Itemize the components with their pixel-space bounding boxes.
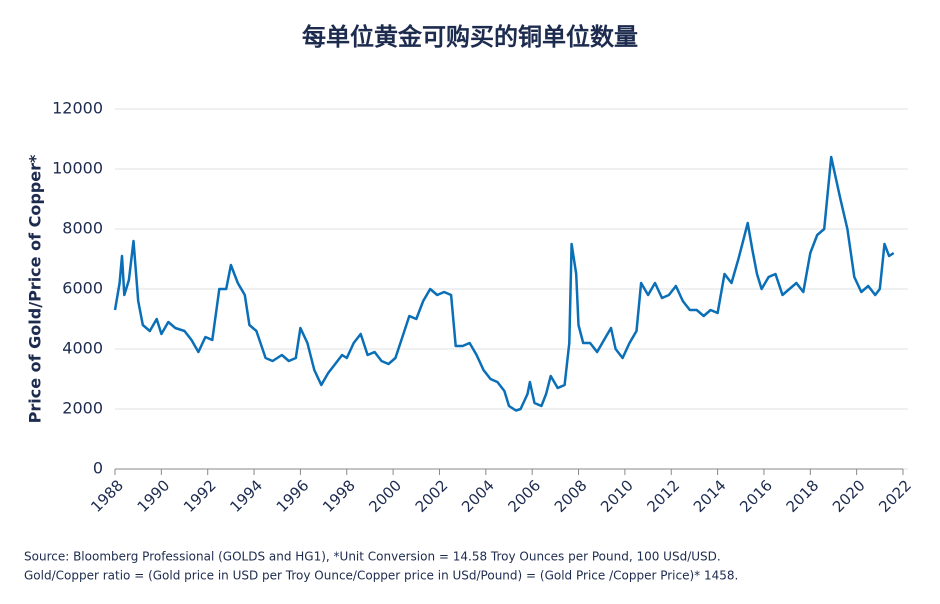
x-tick-label: 2022 xyxy=(875,476,915,516)
x-tick-label: 2012 xyxy=(644,476,684,516)
x-tick-label: 1990 xyxy=(134,476,174,516)
chart-title: 每单位黄金可购买的铜单位数量 xyxy=(302,23,638,51)
y-tick-label: 0 xyxy=(93,459,103,478)
x-tick-label: 2010 xyxy=(597,476,637,516)
y-tick-label: 8000 xyxy=(62,219,103,238)
x-tick-label: 2004 xyxy=(458,476,498,516)
y-tick-label: 10000 xyxy=(52,159,103,178)
y-tick-label: 2000 xyxy=(62,399,103,418)
x-tick-label: 2016 xyxy=(736,476,776,516)
x-tick-label: 2000 xyxy=(365,476,405,516)
x-tick-label: 1996 xyxy=(273,476,313,516)
x-tick-label: 1988 xyxy=(87,476,127,516)
data-line xyxy=(113,155,895,412)
y-axis-label: Price of Gold/Price of Copper* xyxy=(26,154,45,423)
x-tick-label: 1994 xyxy=(226,476,266,516)
y-tick-label: 12000 xyxy=(52,99,103,118)
x-tick-label: 2008 xyxy=(551,476,591,516)
source-note: Gold/Copper ratio = (Gold price in USD p… xyxy=(24,569,738,583)
y-tick-label: 6000 xyxy=(62,279,103,298)
x-tick-label: 2014 xyxy=(690,476,730,516)
x-tick-label: 2002 xyxy=(412,476,452,516)
x-tick-label: 1998 xyxy=(319,476,359,516)
x-tick-label: 2020 xyxy=(829,476,869,516)
x-tick-label: 2006 xyxy=(504,476,544,516)
y-tick-label: 4000 xyxy=(62,339,103,358)
source-note: Source: Bloomberg Professional (GOLDS an… xyxy=(24,550,721,564)
x-tick-label: 1992 xyxy=(180,476,220,516)
x-tick-label: 2018 xyxy=(783,476,823,516)
